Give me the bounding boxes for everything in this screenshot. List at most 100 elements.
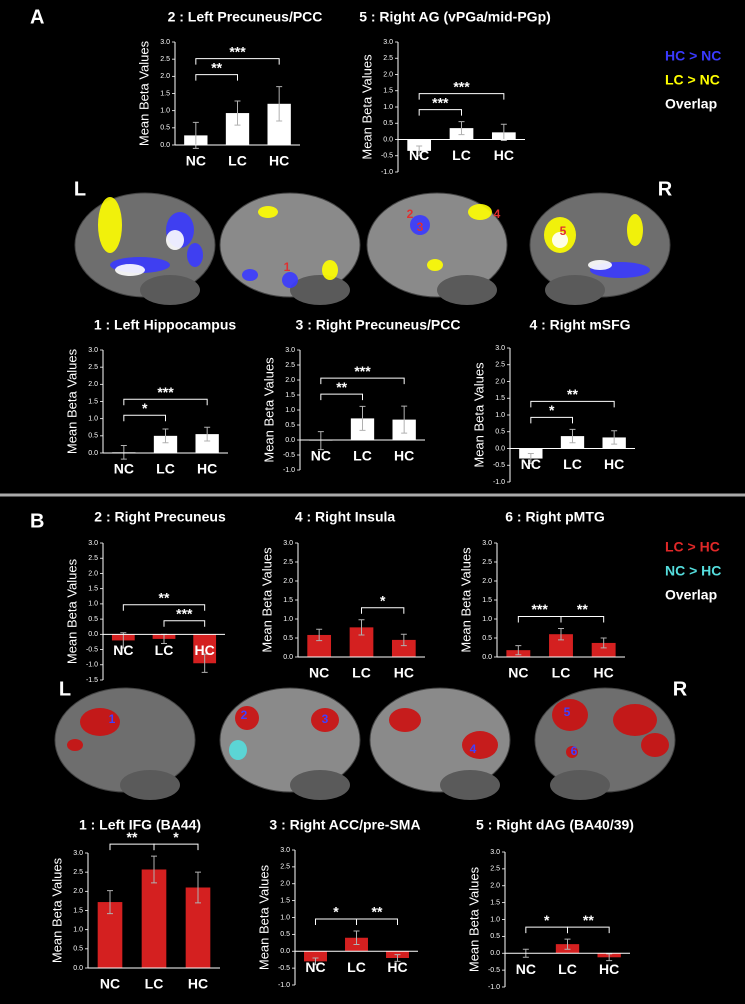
hemisphere-label: L (59, 678, 71, 700)
y-tick-label: 0.0 (490, 950, 500, 957)
significance-label: ** (583, 912, 594, 928)
y-axis-label: Mean Beta Values (466, 866, 481, 972)
error-bar (162, 428, 169, 444)
y-tick-label: 0.5 (88, 616, 98, 623)
brain-label: 3 (417, 220, 424, 234)
bar (407, 139, 432, 151)
error-bar (606, 953, 613, 962)
y-tick-label: 0.0 (285, 437, 295, 444)
x-tick-label: NC (113, 642, 133, 658)
significance-label: *** (229, 43, 246, 59)
x-tick-label: LC (145, 976, 164, 992)
y-tick-label: 0.0 (482, 654, 492, 661)
x-tick-label: NC (114, 461, 134, 477)
x-tick-label: HC (197, 461, 217, 477)
cerebellum (545, 275, 605, 305)
cerebellum (120, 770, 180, 800)
y-tick-label: 2.0 (88, 570, 98, 577)
cerebellum (290, 770, 350, 800)
legend-entry: HC > NC (665, 48, 721, 64)
x-tick-label: HC (594, 665, 614, 681)
chart-title: 1 : Left Hippocampus (94, 317, 237, 333)
activation-blob (462, 731, 498, 759)
significance-label: ** (577, 601, 588, 617)
x-tick-label: NC (521, 456, 541, 472)
x-tick-label: LC (353, 448, 372, 464)
significance-bracket (567, 926, 610, 934)
cerebellum (290, 275, 350, 305)
significance-label: * (333, 904, 339, 920)
cerebellum (437, 275, 497, 305)
x-tick-label: HC (387, 959, 407, 975)
y-tick-label: 0.0 (280, 948, 290, 955)
error-bar (558, 628, 564, 641)
y-tick-label: 3.0 (383, 39, 393, 46)
significance-bracket (320, 377, 405, 385)
x-tick-label: NC (516, 961, 536, 977)
significance-bracket (530, 400, 615, 408)
y-axis-label: Mean Beta Values (136, 40, 151, 146)
y-tick-label: 2.0 (283, 578, 293, 585)
y-tick-label: 1.0 (285, 407, 295, 414)
y-tick-label: -0.5 (86, 646, 98, 653)
y-tick-label: 2.5 (73, 869, 83, 876)
y-tick-label: 2.0 (285, 377, 295, 384)
hemisphere-label: R (658, 178, 673, 200)
significance-bracket (153, 843, 199, 851)
y-tick-label: 0.0 (495, 445, 505, 452)
chart-title: 6 : Right pMTG (505, 509, 605, 525)
y-tick-label: 0.0 (88, 631, 98, 638)
activation-blob (552, 232, 568, 248)
error-bar (204, 426, 211, 442)
y-tick-label: 2.5 (490, 866, 500, 873)
brain-label: 1 (284, 260, 291, 274)
y-tick-label: 1.0 (280, 914, 290, 921)
y-tick-label: 0.5 (482, 635, 492, 642)
activation-blob (627, 214, 643, 246)
y-tick-label: -0.5 (283, 452, 295, 459)
y-tick-label: 1.0 (88, 601, 98, 608)
y-tick-label: -0.5 (381, 153, 393, 160)
y-tick-label: 3.0 (280, 847, 290, 854)
y-tick-label: 1.5 (495, 395, 505, 402)
y-tick-label: 0.5 (280, 931, 290, 938)
significance-label: ** (159, 590, 170, 606)
panel-label: B (30, 510, 44, 532)
y-tick-label: 2.5 (285, 362, 295, 369)
y-tick-label: 1.5 (285, 392, 295, 399)
y-tick-label: 0.5 (490, 933, 500, 940)
error-bar (353, 930, 360, 945)
y-tick-label: -0.5 (278, 965, 290, 972)
y-tick-label: 1.0 (482, 616, 492, 623)
bar (349, 627, 374, 657)
error-bar (276, 86, 283, 122)
y-tick-label: 3.0 (490, 849, 500, 856)
x-tick-label: NC (305, 959, 325, 975)
legend-entry: LC > HC (665, 539, 720, 555)
y-tick-label: -1.0 (381, 169, 393, 176)
x-tick-label: HC (188, 976, 208, 992)
y-tick-label: 1.5 (88, 398, 98, 405)
x-tick-label: LC (552, 665, 571, 681)
x-tick-label: HC (599, 961, 619, 977)
y-tick-label: 1.5 (490, 899, 500, 906)
error-bar (151, 855, 157, 884)
y-tick-label: 1.0 (383, 104, 393, 111)
y-tick-label: 0.0 (283, 654, 293, 661)
error-bar (192, 121, 199, 149)
y-axis-label: Mean Beta Values (49, 857, 64, 963)
y-tick-label: 2.0 (482, 578, 492, 585)
bar (141, 869, 167, 968)
activation-blob (468, 204, 492, 220)
cerebellum (550, 770, 610, 800)
activation-blob (552, 699, 588, 731)
x-tick-label: LC (228, 153, 247, 169)
activation-blob (242, 269, 258, 281)
cerebellum (140, 275, 200, 305)
y-tick-label: 0.0 (73, 965, 83, 972)
y-tick-label: 3.0 (73, 850, 83, 857)
significance-bracket (530, 416, 573, 424)
y-tick-label: 3.0 (482, 540, 492, 547)
activation-blob (427, 259, 443, 271)
significance-bracket (560, 616, 605, 623)
